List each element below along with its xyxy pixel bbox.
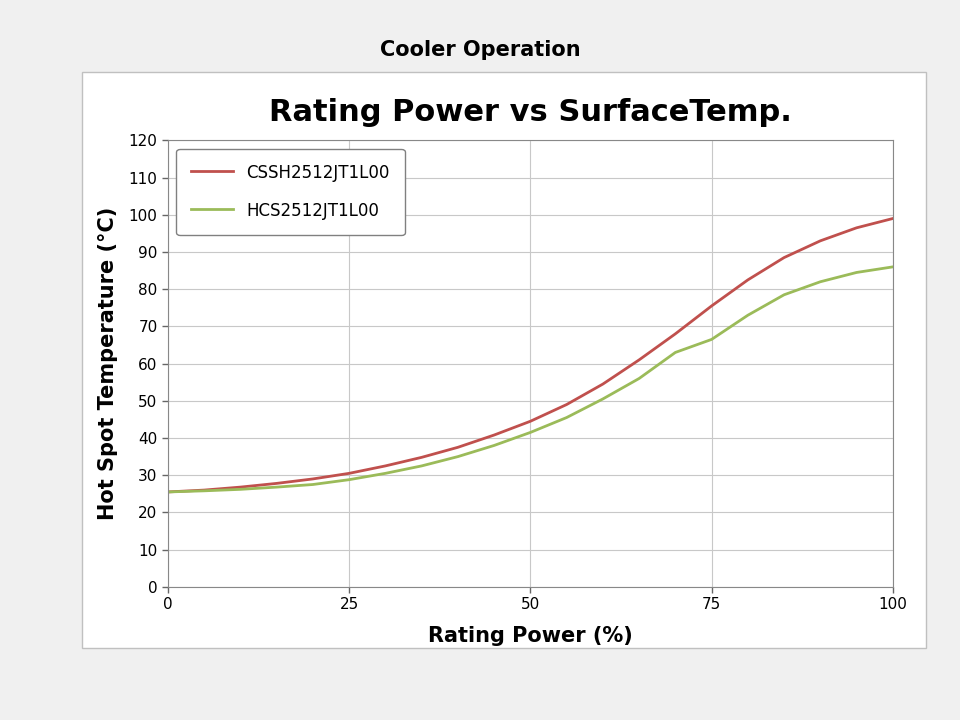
HCS2512JT1L00 xyxy=(344,475,355,484)
CSSH2512JT1L00 xyxy=(814,237,826,246)
CSSH2512JT1L00 xyxy=(706,302,717,310)
CSSH2512JT1L00 xyxy=(452,443,464,451)
HCS2512JT1L00 xyxy=(416,462,427,470)
Line: HCS2512JT1L00: HCS2512JT1L00 xyxy=(168,267,893,492)
HCS2512JT1L00 xyxy=(307,480,319,489)
CSSH2512JT1L00 xyxy=(307,474,319,483)
HCS2512JT1L00 xyxy=(162,487,174,496)
HCS2512JT1L00 xyxy=(271,483,282,492)
CSSH2512JT1L00 xyxy=(634,356,645,364)
Text: Cooler Operation: Cooler Operation xyxy=(380,40,580,60)
CSSH2512JT1L00 xyxy=(597,379,609,388)
CSSH2512JT1L00 xyxy=(162,487,174,496)
CSSH2512JT1L00 xyxy=(561,400,572,409)
HCS2512JT1L00 xyxy=(634,374,645,383)
CSSH2512JT1L00 xyxy=(379,462,391,470)
CSSH2512JT1L00 xyxy=(669,330,681,338)
Legend: CSSH2512JT1L00, HCS2512JT1L00: CSSH2512JT1L00, HCS2512JT1L00 xyxy=(177,149,405,235)
CSSH2512JT1L00 xyxy=(489,431,500,439)
HCS2512JT1L00 xyxy=(524,428,536,437)
HCS2512JT1L00 xyxy=(561,413,572,422)
HCS2512JT1L00 xyxy=(452,452,464,461)
HCS2512JT1L00 xyxy=(234,485,246,494)
HCS2512JT1L00 xyxy=(779,290,790,299)
CSSH2512JT1L00 xyxy=(416,453,427,462)
X-axis label: Rating Power (%): Rating Power (%) xyxy=(428,626,633,646)
CSSH2512JT1L00 xyxy=(851,223,862,232)
HCS2512JT1L00 xyxy=(814,277,826,286)
CSSH2512JT1L00 xyxy=(234,483,246,492)
Line: CSSH2512JT1L00: CSSH2512JT1L00 xyxy=(168,219,893,492)
CSSH2512JT1L00 xyxy=(271,479,282,487)
CSSH2512JT1L00 xyxy=(742,276,754,284)
HCS2512JT1L00 xyxy=(669,348,681,357)
Y-axis label: Hot Spot Temperature (°C): Hot Spot Temperature (°C) xyxy=(98,207,117,521)
HCS2512JT1L00 xyxy=(489,441,500,450)
CSSH2512JT1L00 xyxy=(887,215,899,223)
HCS2512JT1L00 xyxy=(379,469,391,477)
HCS2512JT1L00 xyxy=(742,311,754,320)
HCS2512JT1L00 xyxy=(887,263,899,271)
HCS2512JT1L00 xyxy=(199,487,210,495)
HCS2512JT1L00 xyxy=(706,335,717,343)
CSSH2512JT1L00 xyxy=(344,469,355,477)
CSSH2512JT1L00 xyxy=(524,417,536,426)
CSSH2512JT1L00 xyxy=(199,486,210,495)
HCS2512JT1L00 xyxy=(851,268,862,276)
CSSH2512JT1L00 xyxy=(779,253,790,262)
Title: Rating Power vs SurfaceTemp.: Rating Power vs SurfaceTemp. xyxy=(269,98,792,127)
HCS2512JT1L00 xyxy=(597,395,609,403)
